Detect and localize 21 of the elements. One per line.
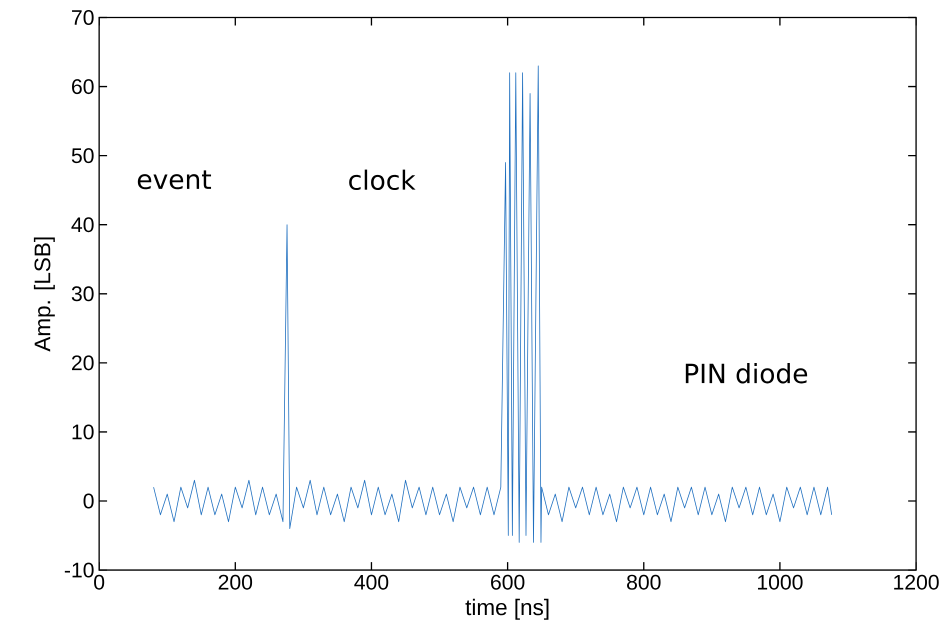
x-tick-label: 800 [627,574,661,590]
x-tick-label: 200 [218,574,252,590]
x-tick-label: 1200 [894,574,939,590]
y-tick-label: 10 [72,424,94,440]
y-tick-label: 50 [72,148,94,164]
y-tick-label: -10 [64,562,94,578]
y-tick-label: 40 [71,217,94,232]
x-tick-label: 1000 [758,574,803,590]
x-tick-label: 0 [94,574,104,590]
y-tick-label: 30 [72,286,94,302]
annotation: clock [349,170,416,190]
y-tick-label: 60 [72,79,94,94]
y-tick-label: 70 [72,10,94,26]
y-axis-title: Amp. [LSB] [34,238,55,352]
x-tick-label: 600 [491,574,524,590]
y-tick-label: 20 [72,356,94,371]
y-tick-label: 0 [84,494,94,509]
annotation: event [138,170,212,190]
x-tick-label: 400 [354,574,388,590]
annotation: PIN diode [686,363,808,384]
x-axis-title: time [ns] [465,599,548,620]
